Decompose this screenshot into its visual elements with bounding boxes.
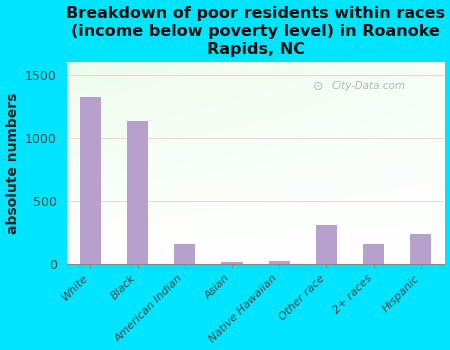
Bar [316,225,337,264]
Text: ⊙: ⊙ [313,80,323,93]
Y-axis label: absolute numbers: absolute numbers [5,92,19,233]
Bar [127,121,148,264]
Bar [221,262,243,264]
Bar [80,97,101,264]
Title: Breakdown of poor residents within races
(income below poverty level) in Roanoke: Breakdown of poor residents within races… [66,6,445,57]
Bar [269,261,290,264]
Bar [174,244,195,264]
Bar [363,244,384,264]
Text: City-Data.com: City-Data.com [331,81,405,91]
Bar [410,234,432,264]
